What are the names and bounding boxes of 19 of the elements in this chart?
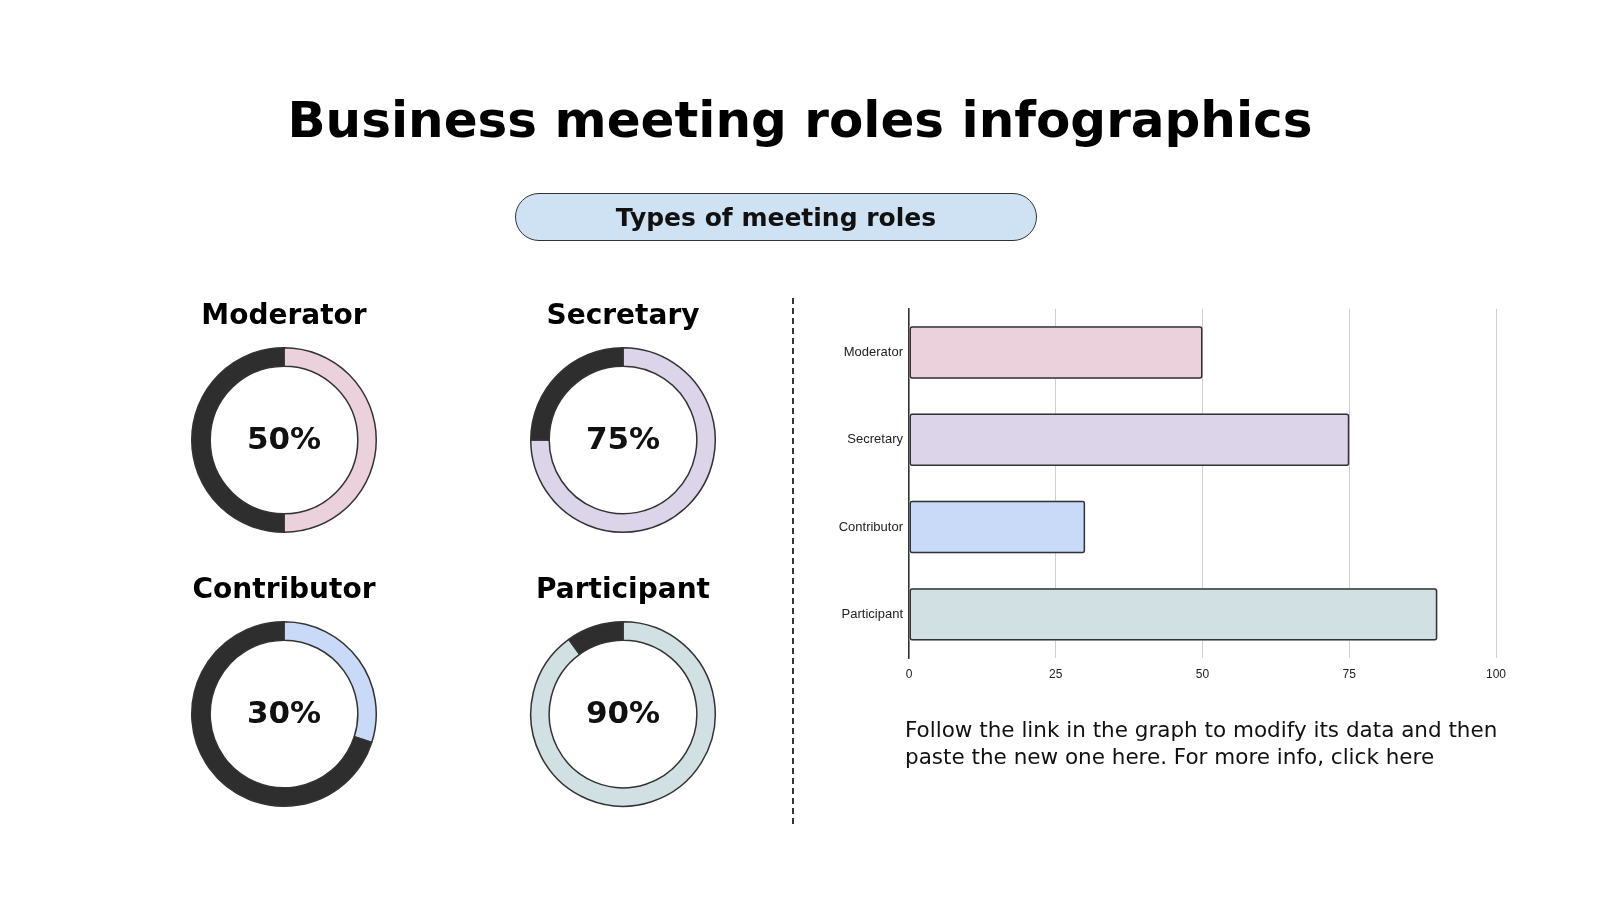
y-tick-label: Moderator (843, 344, 904, 360)
data-label: 30% (246, 694, 322, 731)
data-label: 90% (585, 694, 661, 731)
x-tick-label: 50 (1195, 666, 1210, 681)
chart-title: Participant (535, 572, 711, 607)
x-tick-label: 0 (905, 666, 913, 681)
text: Follow the link in the graph to modify its data and then paste the new one here. For more info, click here (905, 716, 1499, 770)
chart-title: Secretary (545, 298, 701, 333)
chart-title: Contributor (191, 572, 377, 607)
x-tick-label: 25 (1049, 666, 1063, 681)
data-label: 75% (585, 420, 661, 457)
text: Business meeting roles infographics (286, 90, 1314, 150)
y-tick-label: Secretary (847, 431, 904, 447)
x-tick-label: 100 (1485, 666, 1507, 681)
x-tick-label: 75 (1342, 666, 1357, 681)
y-tick-label: Participant (841, 605, 904, 621)
data-label: 50% (246, 420, 322, 457)
y-tick-label: Contributor (838, 518, 904, 534)
chart-title: Moderator (200, 298, 368, 333)
